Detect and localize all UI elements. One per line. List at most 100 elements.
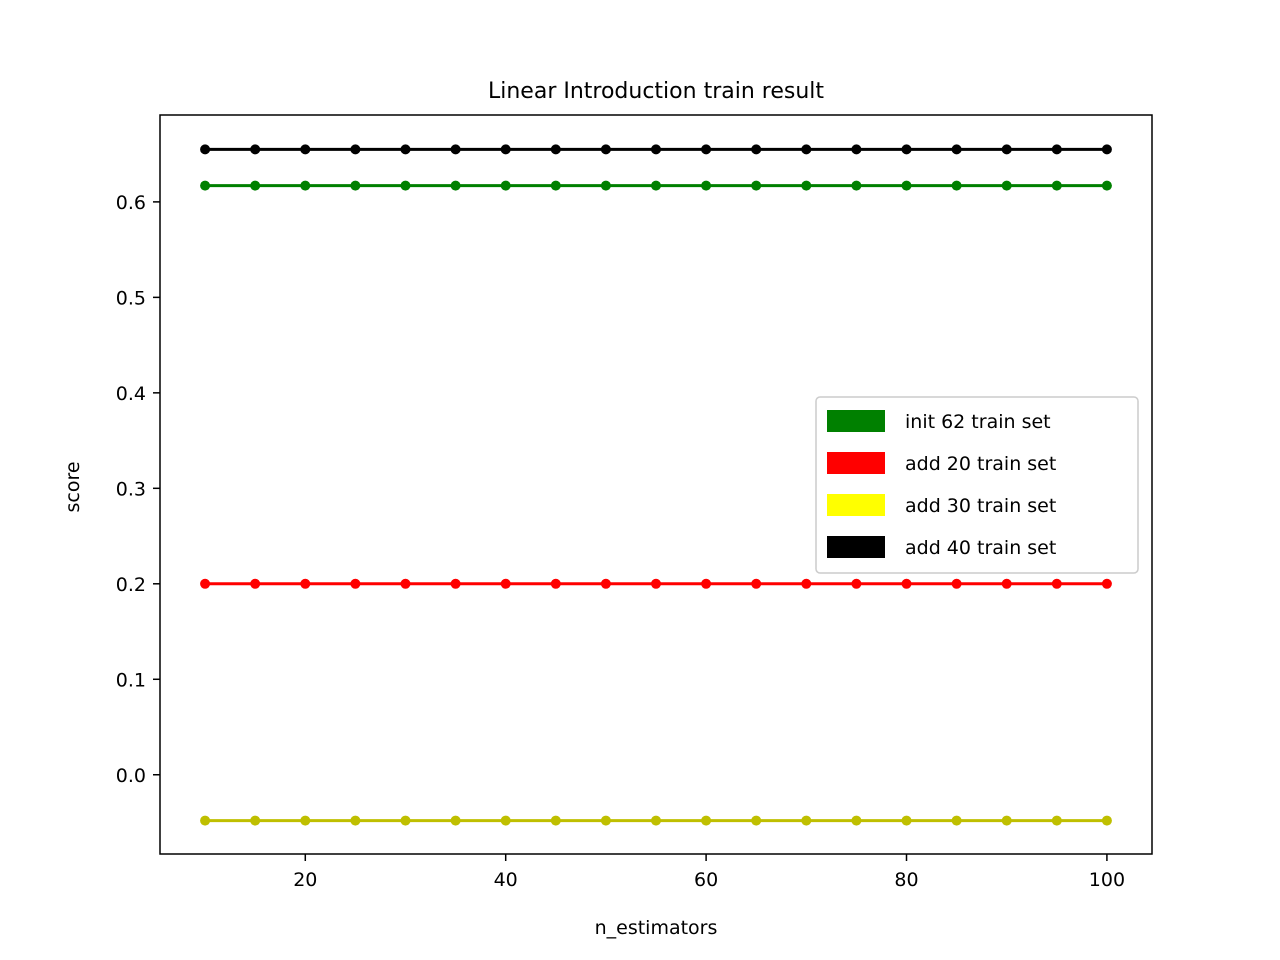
x-tick-label: 40: [494, 869, 518, 891]
y-tick-label: 0.0: [116, 765, 146, 787]
legend: init 62 train set add 20 train set add 30 …: [815, 396, 1139, 574]
series-1-point: [951, 180, 962, 191]
legend-swatch: [827, 494, 885, 516]
series-2-point: [951, 578, 962, 589]
series-3-point: [1101, 815, 1112, 826]
series-4-point: [300, 144, 311, 155]
series-4-point: [951, 144, 962, 155]
series-1-point: [901, 180, 912, 191]
x-tick-label: 80: [894, 869, 918, 891]
legend-label: add 40 train set: [905, 537, 1056, 559]
series-1-point: [250, 180, 261, 191]
series-3-point: [300, 815, 311, 826]
series-4-point: [600, 144, 611, 155]
series-3-point: [600, 815, 611, 826]
series-layer: [200, 144, 1112, 826]
series-4-point: [851, 144, 862, 155]
series-4-point: [200, 144, 211, 155]
series-1-point: [350, 180, 361, 191]
y-tick-label: 0.5: [116, 287, 146, 309]
series-2-point: [400, 578, 411, 589]
series-2-point: [600, 578, 611, 589]
series-4-point: [1101, 144, 1112, 155]
series-3-point: [450, 815, 461, 826]
series-2: [200, 578, 1112, 589]
series-1-point: [600, 180, 611, 191]
series-1: [200, 180, 1112, 191]
series-4-point: [1051, 144, 1062, 155]
series-3-point: [400, 815, 411, 826]
series-1-point: [851, 180, 862, 191]
series-4-point: [550, 144, 561, 155]
series-4-point: [801, 144, 812, 155]
series-3-point: [500, 815, 511, 826]
y-axis: 0.0 0.1 0.2 0.3 0.4 0.5 0.6: [116, 192, 160, 787]
series-2-point: [651, 578, 661, 589]
series-1-point: [200, 180, 211, 191]
series-1-point: [1051, 180, 1062, 191]
series-3-point: [550, 815, 561, 826]
series-2-point: [1001, 578, 1012, 589]
series-2-point: [1101, 578, 1112, 589]
series-2-point: [901, 578, 912, 589]
y-axis-label: score: [62, 461, 84, 512]
legend-swatch: [827, 452, 885, 474]
series-4-point: [500, 144, 511, 155]
series-4-point: [751, 144, 762, 155]
series-3-point: [901, 815, 912, 826]
series-3-point: [751, 815, 762, 826]
series-4: [200, 144, 1112, 155]
series-3-point: [651, 815, 661, 826]
series-1-point: [550, 180, 561, 191]
x-tick-label: 100: [1089, 869, 1125, 891]
y-tick-label: 0.6: [116, 192, 146, 214]
series-2-point: [1051, 578, 1062, 589]
series-1-point: [300, 180, 311, 191]
series-3: [200, 815, 1112, 826]
x-axis-label: n_estimators: [595, 917, 718, 939]
series-4-point: [450, 144, 461, 155]
x-tick-label: 60: [694, 869, 718, 891]
series-4-point: [350, 144, 361, 155]
series-3-point: [250, 815, 261, 826]
series-1-point: [1101, 180, 1112, 191]
series-2-point: [701, 578, 712, 589]
legend-label: add 20 train set: [905, 453, 1056, 475]
series-3-point: [1001, 815, 1012, 826]
chart-title: Linear Introduction train result: [488, 79, 824, 104]
series-2-point: [250, 578, 261, 589]
series-2-point: [550, 578, 561, 589]
series-3-point: [851, 815, 862, 826]
series-2-point: [300, 578, 311, 589]
series-2-point: [350, 578, 361, 589]
plot-frame: [159, 114, 1153, 855]
series-1-point: [751, 180, 762, 191]
series-3-point: [801, 815, 812, 826]
y-tick-label: 0.4: [116, 383, 146, 405]
series-1-point: [500, 180, 511, 191]
series-2-point: [751, 578, 762, 589]
legend-frame: [815, 396, 1139, 574]
x-axis: 20 40 60 80 100: [293, 854, 1125, 891]
series-3-point: [951, 815, 962, 826]
legend-swatch: [827, 536, 885, 558]
series-3-point: [350, 815, 361, 826]
series-2-point: [801, 578, 812, 589]
series-4-point: [701, 144, 712, 155]
series-3-point: [200, 815, 211, 826]
series-3-point: [1051, 815, 1062, 826]
series-2-point: [851, 578, 862, 589]
series-1-point: [651, 180, 661, 191]
y-tick-label: 0.3: [116, 478, 146, 500]
series-1-point: [1001, 180, 1012, 191]
series-1-point: [701, 180, 712, 191]
y-tick-label: 0.2: [116, 574, 146, 596]
series-4-point: [901, 144, 912, 155]
legend-label: add 30 train set: [905, 495, 1056, 517]
legend-label: init 62 train set: [905, 411, 1051, 433]
y-tick-label: 0.1: [116, 669, 146, 691]
series-4-point: [400, 144, 411, 155]
series-1-point: [400, 180, 411, 191]
series-3-point: [701, 815, 712, 826]
